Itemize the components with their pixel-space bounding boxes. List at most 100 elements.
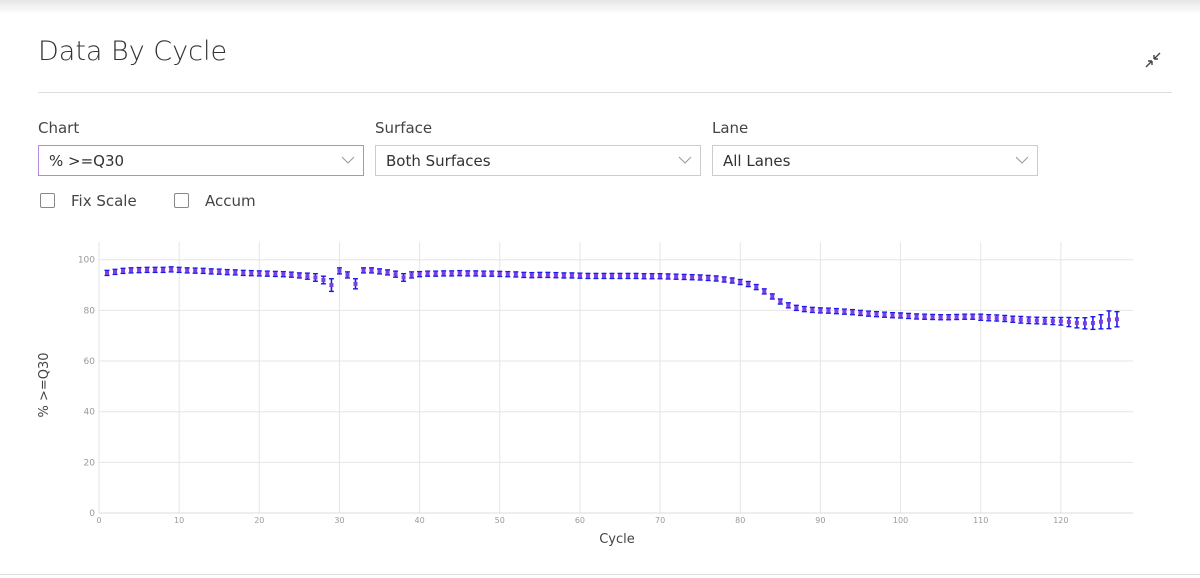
error-point (801, 305, 807, 313)
marker (201, 268, 206, 273)
error-point (713, 275, 719, 282)
error-point (577, 272, 583, 279)
error-point (841, 308, 847, 315)
marker (778, 299, 783, 304)
error-point (465, 270, 471, 277)
marker (577, 273, 582, 278)
marker (794, 305, 799, 310)
chart-select[interactable]: % >=Q30 (38, 145, 364, 176)
divider (38, 92, 1172, 93)
error-point (128, 267, 134, 274)
marker (1010, 317, 1015, 322)
error-point (224, 268, 230, 276)
marker (714, 276, 719, 281)
error-point (649, 272, 655, 280)
marker (465, 271, 470, 276)
y-tick-label: 20 (84, 458, 96, 468)
error-point (505, 270, 511, 278)
marker (377, 269, 382, 274)
marker (1018, 317, 1023, 322)
error-point (417, 270, 423, 278)
marker (313, 275, 318, 280)
error-point (729, 277, 735, 284)
surface-select-value: Both Surfaces (386, 152, 491, 170)
error-point (1066, 316, 1072, 328)
error-point (328, 278, 334, 293)
error-point (1058, 316, 1064, 326)
marker (305, 274, 310, 279)
error-point (1018, 315, 1024, 324)
marker (601, 273, 606, 278)
marker (986, 315, 991, 320)
marker (1026, 318, 1031, 323)
marker (890, 313, 895, 318)
error-point (978, 313, 984, 321)
error-point (938, 313, 944, 321)
page-title: Data By Cycle (38, 36, 228, 67)
error-point (593, 272, 599, 280)
error-point (946, 313, 952, 321)
marker (321, 277, 326, 282)
marker (545, 272, 550, 277)
error-point (377, 268, 383, 275)
error-point (272, 270, 278, 278)
marker (209, 269, 214, 274)
error-point (1106, 310, 1112, 330)
marker (690, 275, 695, 280)
marker (922, 314, 927, 319)
error-point (849, 308, 855, 316)
x-tick-label: 70 (655, 516, 665, 525)
marker (994, 315, 999, 320)
lane-select-value: All Lanes (723, 152, 791, 170)
error-point (473, 270, 479, 277)
marker (818, 308, 823, 313)
surface-select[interactable]: Both Surfaces (375, 145, 701, 176)
marker (417, 272, 422, 277)
marker (866, 311, 871, 316)
accum-checkbox[interactable]: Accum (174, 192, 256, 210)
error-point (120, 267, 126, 275)
error-point (441, 270, 447, 277)
error-point (962, 313, 968, 320)
marker (217, 269, 222, 274)
marker (730, 278, 735, 283)
marker (1098, 319, 1103, 324)
marker (185, 268, 190, 273)
error-point (898, 312, 904, 319)
marker (826, 308, 831, 313)
marker (169, 267, 174, 272)
error-point (681, 273, 687, 281)
marker (746, 282, 751, 287)
marker (802, 307, 807, 312)
marker (898, 313, 903, 318)
error-point (401, 272, 407, 282)
collapse-icon[interactable] (1144, 51, 1162, 69)
marker (129, 268, 134, 273)
error-point (986, 313, 992, 322)
error-point (689, 273, 695, 281)
marker (810, 307, 815, 312)
error-point (513, 271, 519, 278)
marker (249, 271, 254, 276)
marker (786, 303, 791, 308)
marker (658, 274, 663, 279)
marker (698, 275, 703, 280)
error-point (264, 270, 270, 277)
error-point (673, 273, 679, 280)
marker (1058, 319, 1063, 324)
error-point (769, 293, 775, 300)
error-point (344, 271, 350, 279)
marker (1066, 320, 1071, 325)
fix-scale-checkbox[interactable]: Fix Scale (40, 192, 137, 210)
marker (281, 272, 286, 277)
marker (257, 271, 262, 276)
y-tick-label: 80 (84, 306, 96, 316)
marker (754, 285, 759, 290)
marker (225, 270, 230, 275)
error-point (1026, 316, 1032, 325)
error-point (761, 288, 767, 295)
y-tick-label: 60 (84, 357, 96, 367)
lane-select[interactable]: All Lanes (712, 145, 1038, 176)
error-point (393, 270, 399, 278)
error-point (409, 271, 415, 279)
